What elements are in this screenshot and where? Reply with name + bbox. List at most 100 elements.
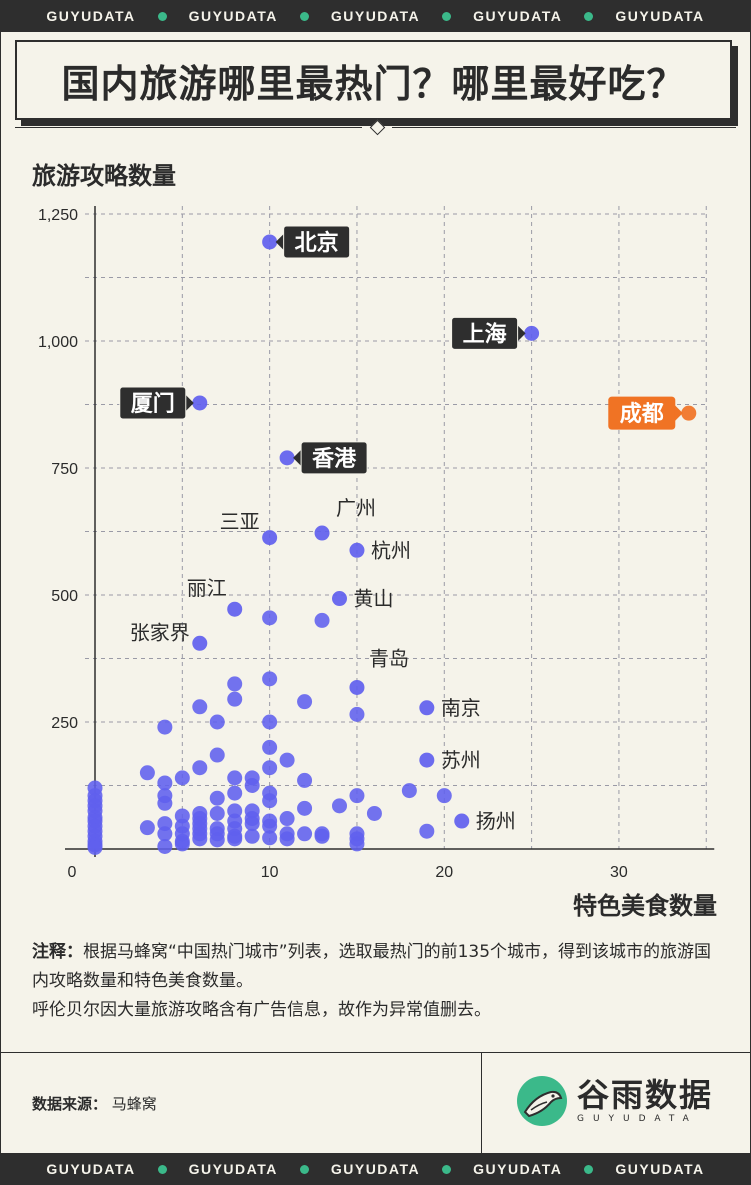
bottom-banner: GUYUDATA GUYUDATA GUYUDATA GUYUDATA GUYU… [0,1153,751,1185]
banner-text: GUYUDATA [615,8,705,24]
label-pointer [674,405,683,422]
data-point [262,818,278,834]
data-point [366,805,382,821]
data-point [297,826,313,842]
point-label: 苏州 [441,748,481,772]
data-point-张家界 [192,635,208,651]
dot-icon [157,11,167,21]
data-point [419,823,435,839]
logo-en: GUYUDATA [577,1114,698,1124]
page-title: 国内旅游哪里最热门？哪里最好吃？ [61,61,686,106]
data-point-成都 [681,405,697,421]
label-pointer [275,233,284,250]
data-point-南京 [419,700,435,716]
dot-icon [584,1164,594,1174]
data-point-厦门 [192,395,208,411]
y-tick-label: 1,000 [38,334,78,351]
dot-icon [442,11,452,21]
data-point [349,788,365,804]
source-value: 马蜂窝 [111,1095,157,1113]
data-point [227,785,243,801]
data-point [332,798,347,814]
banner-text: GUYUDATA [473,1161,563,1177]
note: 注释：根据马蜂窝“中国热门城市”列表，选取最热门的前135个城市，得到该城市的旅… [32,938,722,1025]
point-label: 丽江 [187,576,227,600]
data-point [174,836,190,852]
label-box [300,441,368,475]
data-point [227,831,243,847]
x-axis-title: 特色美食数量 [573,892,717,920]
point-label: 厦门 [131,391,175,417]
data-point [227,691,243,707]
label-box [119,386,187,420]
note-line2: 呼伦贝尔因大量旅游攻略含有广告信息，故作为异常值删去。 [32,1000,491,1020]
data-point-苏州 [419,752,435,768]
data-point-丽江 [227,601,243,617]
data-points [87,234,697,855]
logo-cn: 谷雨数据 [577,1076,714,1114]
data-point [262,793,278,809]
label-box [451,316,519,350]
data-point [436,788,452,804]
x-tick-label: 10 [261,864,279,881]
divider-right [392,127,736,128]
top-banner: GUYUDATA GUYUDATA GUYUDATA GUYUDATA GUYU… [0,0,751,32]
data-point [227,676,243,692]
data-point [192,699,208,715]
dot-icon [299,11,309,21]
data-point [279,752,295,768]
data-point [244,816,260,832]
label-pointer [185,394,194,411]
y-tick-label: 500 [51,588,78,605]
data-point [262,714,278,730]
data-point-香港 [279,450,295,466]
data-point [297,694,313,710]
banner-text: GUYUDATA [188,1161,278,1177]
note-label: 注释： [32,942,83,962]
label-pointer [293,449,302,466]
data-point-北京 [262,234,278,250]
y-tick-label: 1,250 [38,207,78,224]
divider-left [15,127,362,128]
point-label: 扬州 [476,809,516,833]
point-label-box: 上海 [451,316,526,350]
label-box [608,396,676,430]
data-point [262,671,278,687]
source: 数据来源： 马蜂窝 [32,1093,157,1114]
dot-icon [442,1164,452,1174]
data-point [297,800,313,816]
data-point [244,828,260,844]
data-point [401,783,417,799]
banner-text: GUYUDATA [188,8,278,24]
data-point [227,770,243,786]
point-label-box: 厦门 [119,386,194,420]
data-point [174,770,190,786]
dot-icon [584,11,594,21]
point-label: 青岛 [369,646,409,670]
data-point [209,790,225,806]
point-label: 广州 [336,496,376,520]
data-point [157,838,173,854]
data-point [314,612,330,628]
data-point [314,828,330,844]
label-box [283,225,351,259]
bird-logo-icon [517,1076,567,1126]
data-point [262,760,278,776]
data-point [262,739,278,755]
data-point-杭州 [349,542,365,558]
y-tick-label: 250 [51,715,78,732]
data-point [192,831,208,847]
data-point [157,775,173,791]
x-tick-label: 30 [610,864,628,881]
footer-divider [0,1052,751,1053]
data-point [209,805,225,821]
data-point [297,772,313,788]
data-point [192,760,208,776]
data-point-上海 [524,325,540,341]
banner-text: GUYUDATA [473,8,563,24]
source-label: 数据来源： [32,1095,108,1113]
data-point [87,839,103,855]
dot-icon [299,1164,309,1174]
title-box: 国内旅游哪里最热门？哪里最好吃？ [15,40,732,120]
footer-vdivider [481,1052,482,1153]
